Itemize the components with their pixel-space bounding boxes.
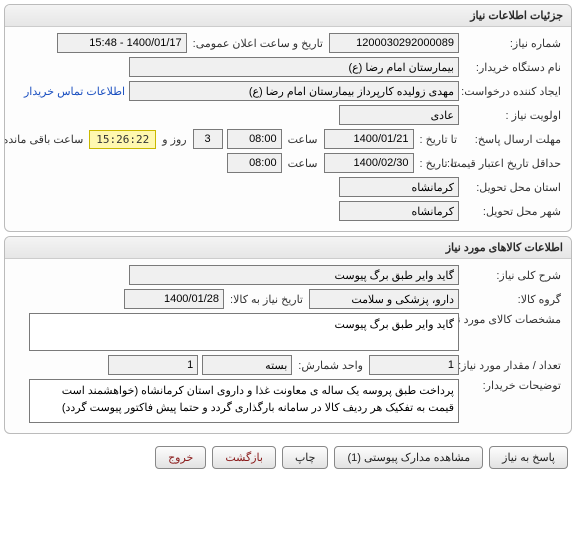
goods-info-panel: اطلاعات کالاهای مورد نیاز شرح کلی نیاز: … — [4, 236, 572, 434]
field-need-date — [124, 289, 224, 309]
label-time2: ساعت — [286, 157, 320, 170]
panel2-header: اطلاعات کالاهای مورد نیاز — [5, 237, 571, 259]
field-credit-date — [324, 153, 414, 173]
field-unit — [202, 355, 292, 375]
button-bar: پاسخ به نیاز مشاهده مدارک پیوستی (1) چاپ… — [0, 438, 576, 477]
label-remaining: ساعت باقی مانده — [4, 133, 85, 146]
label-time1: ساعت — [286, 133, 320, 146]
field-city — [339, 201, 459, 221]
label-announce: تاریخ و ساعت اعلان عمومی: — [191, 37, 325, 50]
field-qty — [369, 355, 459, 375]
field-priority — [339, 105, 459, 125]
print-button[interactable]: چاپ — [282, 446, 329, 469]
label-buyer-notes: توضیحات خریدار: — [463, 379, 563, 392]
exit-button[interactable]: خروج — [155, 446, 206, 469]
field-credit-time — [227, 153, 282, 173]
field-reply-time — [227, 129, 282, 149]
label-min-credit: حداقل تاریخ اعتبار قیمت: — [463, 157, 563, 170]
label-province: استان محل تحویل: — [463, 181, 563, 194]
field-announce — [57, 33, 187, 53]
field-need-no — [329, 33, 459, 53]
panel1-body: شماره نیاز: تاریخ و ساعت اعلان عمومی: نا… — [5, 27, 571, 231]
label-unit: واحد شمارش: — [296, 359, 365, 372]
buyer-contact-link[interactable]: اطلاعات تماس خریدار — [24, 85, 125, 98]
label-goods-spec: مشخصات کالای مورد نیاز: — [463, 313, 563, 326]
field-province — [339, 177, 459, 197]
attachments-button[interactable]: مشاهده مدارک پیوستی (1) — [334, 446, 483, 469]
label-priority: اولویت نیاز : — [463, 109, 563, 122]
field-days — [193, 129, 223, 149]
label-city: شهر محل تحویل: — [463, 205, 563, 218]
field-buyer-device — [129, 57, 459, 77]
back-button[interactable]: بازگشت — [212, 446, 276, 469]
label-reply-deadline: مهلت ارسال پاسخ: — [463, 133, 563, 146]
field-need-desc — [129, 265, 459, 285]
label-request-creator: ایجاد کننده درخواست: — [463, 85, 563, 98]
label-need-desc: شرح کلی نیاز: — [463, 269, 563, 282]
label-qty: تعداد / مقدار مورد نیاز: — [463, 359, 563, 372]
field-pack — [108, 355, 198, 375]
field-reply-date — [324, 129, 414, 149]
label-to-date: تا تاریخ : — [418, 133, 459, 146]
field-request-creator — [129, 81, 459, 101]
panel1-header: جزئیات اطلاعات نیاز — [5, 5, 571, 27]
field-goods-group — [309, 289, 459, 309]
label-to-date2: تا تاریخ : — [418, 157, 459, 170]
field-buyer-notes — [29, 379, 459, 423]
field-goods-spec — [29, 313, 459, 351]
panel2-body: شرح کلی نیاز: گروه کالا: تاریخ نیاز به ک… — [5, 259, 571, 433]
label-days-and: روز و — [160, 133, 188, 146]
need-details-panel: جزئیات اطلاعات نیاز شماره نیاز: تاریخ و … — [4, 4, 572, 232]
label-need-date: تاریخ نیاز به کالا: — [228, 293, 305, 306]
reply-button[interactable]: پاسخ به نیاز — [489, 446, 568, 469]
label-buyer-device: نام دستگاه خریدار: — [463, 61, 563, 74]
label-need-no: شماره نیاز: — [463, 37, 563, 50]
label-goods-group: گروه کالا: — [463, 293, 563, 306]
countdown-timer: 15:26:22 — [89, 130, 156, 149]
